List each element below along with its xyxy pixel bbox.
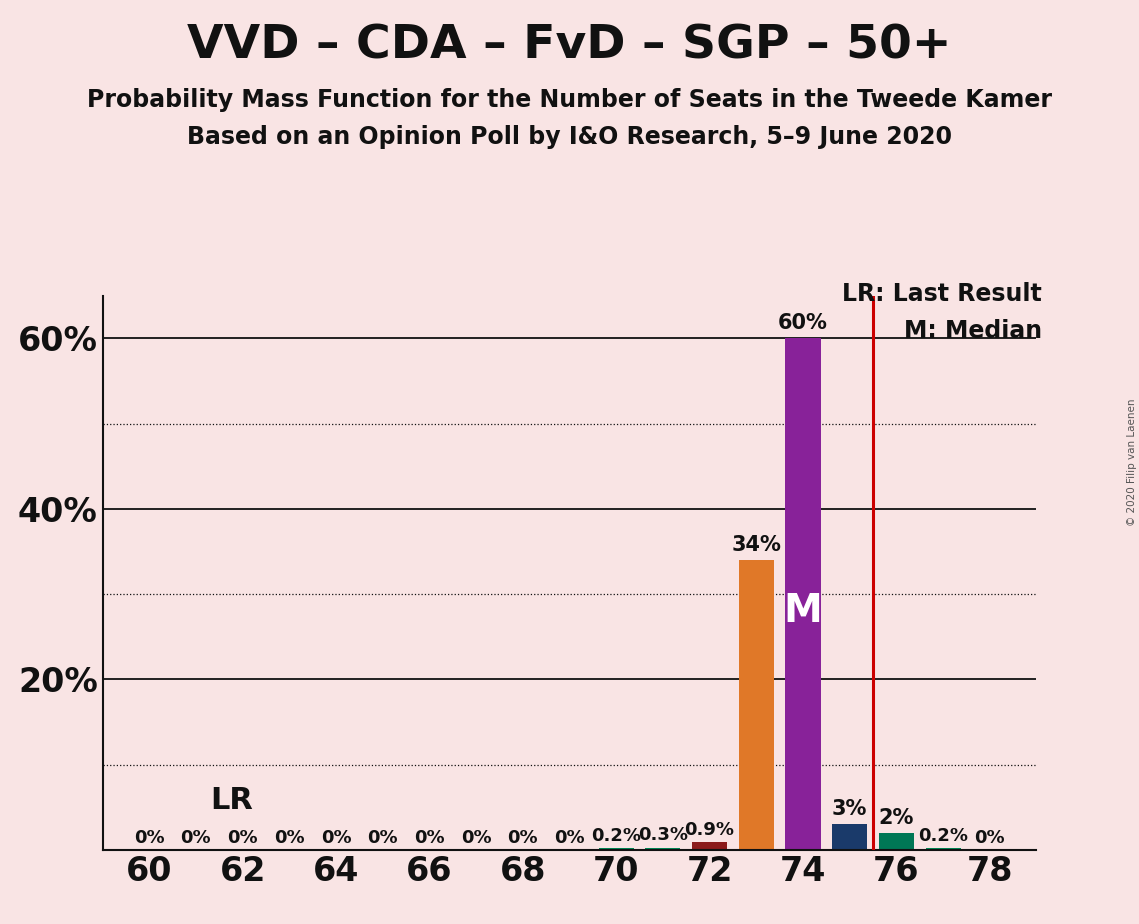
Text: LR: LR xyxy=(210,786,253,815)
Text: Probability Mass Function for the Number of Seats in the Tweede Kamer: Probability Mass Function for the Number… xyxy=(87,88,1052,112)
Text: 0.2%: 0.2% xyxy=(918,827,968,845)
Text: 0%: 0% xyxy=(321,829,351,846)
Text: © 2020 Filip van Laenen: © 2020 Filip van Laenen xyxy=(1126,398,1137,526)
Text: 0%: 0% xyxy=(415,829,444,846)
Bar xyxy=(786,338,820,850)
Text: 2%: 2% xyxy=(878,808,915,828)
Bar xyxy=(599,848,633,850)
Text: 34%: 34% xyxy=(731,535,781,555)
Bar xyxy=(879,833,913,850)
Text: 0.2%: 0.2% xyxy=(591,827,641,845)
Text: 0%: 0% xyxy=(555,829,584,846)
Bar xyxy=(646,847,680,850)
Text: M: M xyxy=(784,592,822,630)
Text: Based on an Opinion Poll by I&O Research, 5–9 June 2020: Based on an Opinion Poll by I&O Research… xyxy=(187,125,952,149)
Text: 0%: 0% xyxy=(134,829,164,846)
Text: VVD – CDA – FvD – SGP – 50+: VVD – CDA – FvD – SGP – 50+ xyxy=(187,23,952,68)
Bar xyxy=(693,843,727,850)
Text: 0%: 0% xyxy=(975,829,1005,846)
Text: 0%: 0% xyxy=(508,829,538,846)
Text: 0%: 0% xyxy=(461,829,491,846)
Bar xyxy=(739,560,773,850)
Text: M: Median: M: Median xyxy=(904,319,1042,343)
Text: 0%: 0% xyxy=(181,829,211,846)
Text: LR: Last Result: LR: Last Result xyxy=(843,282,1042,306)
Bar xyxy=(833,824,867,850)
Text: 3%: 3% xyxy=(831,799,868,820)
Text: 0%: 0% xyxy=(228,829,257,846)
Bar xyxy=(926,848,960,850)
Text: 0.9%: 0.9% xyxy=(685,821,735,839)
Text: 0.3%: 0.3% xyxy=(638,826,688,845)
Text: 0%: 0% xyxy=(274,829,304,846)
Text: 60%: 60% xyxy=(778,313,828,334)
Text: 0%: 0% xyxy=(368,829,398,846)
